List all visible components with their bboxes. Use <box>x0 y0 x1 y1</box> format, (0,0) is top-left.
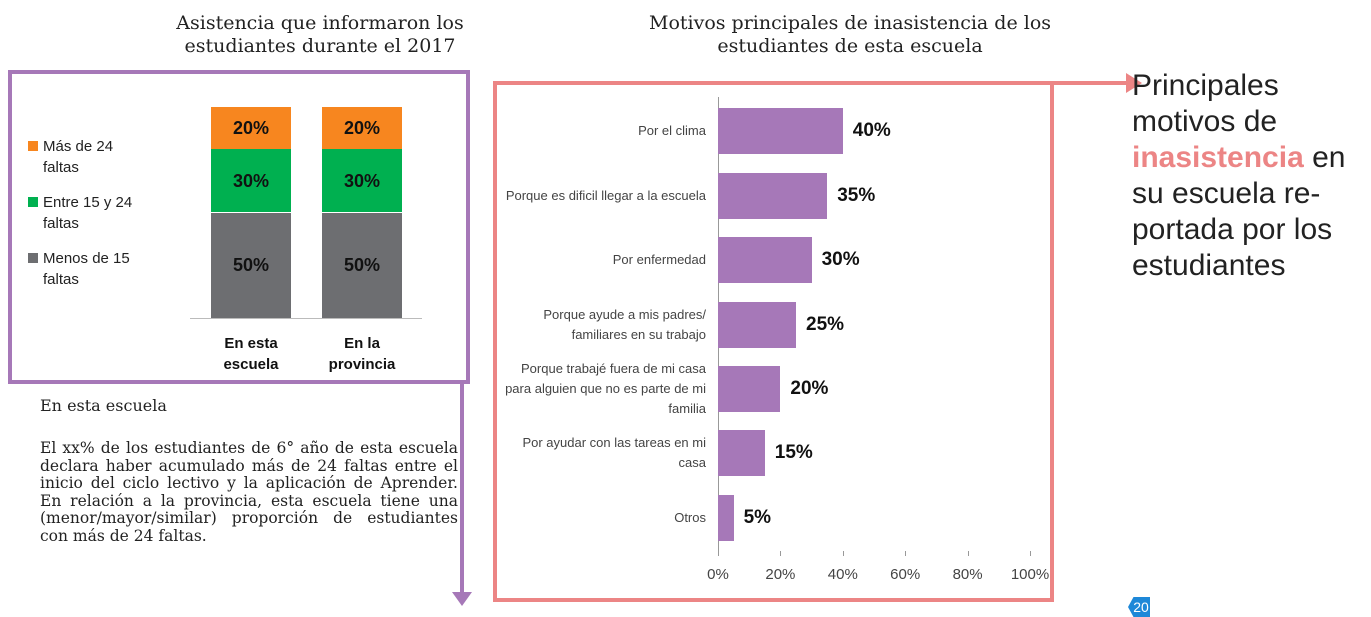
x-tick-label: En la provincia <box>328 335 396 373</box>
tick-mark <box>1030 551 1031 556</box>
bar-segment <box>322 212 402 318</box>
value-label: 20% <box>343 118 381 139</box>
tick-mark <box>967 551 969 556</box>
arrow-line <box>460 382 464 594</box>
value-label: 15% <box>774 442 813 464</box>
side-highlight: inasistencia <box>1132 141 1304 174</box>
value-label: 25% <box>806 313 845 335</box>
note-body: El xx% de los estudiantes de 6° año de e… <box>40 439 458 545</box>
bar-segment <box>322 149 402 213</box>
side-text: Principales motivos de <box>1132 69 1279 138</box>
y-tick-label: Por el clima <box>638 123 706 139</box>
tick-mark <box>905 551 907 556</box>
value-label: 20% <box>232 118 270 139</box>
bar <box>718 108 843 155</box>
side-text: en su escuela re-portada por los estudia… <box>1132 141 1346 282</box>
chart-title: Asistencia que informaron los estudiante… <box>176 12 464 57</box>
value-label: 50% <box>343 255 381 276</box>
x-tick-label: En esta escuela <box>223 335 279 373</box>
bar-segment <box>211 212 291 318</box>
axis-line <box>190 318 422 319</box>
bar <box>718 365 781 412</box>
page-number: 20 <box>1133 599 1149 615</box>
value-label: 30% <box>343 170 381 191</box>
y-tick-label: Porque ayude a mis padres/ familiares en… <box>543 306 706 342</box>
bar <box>718 172 828 219</box>
legend-swatch <box>28 197 38 207</box>
bar-segment <box>322 107 402 150</box>
value-label: 40% <box>852 120 891 142</box>
y-tick-label: Porque trabajé fuera de mi casa para alg… <box>505 360 706 416</box>
arrow-head <box>452 592 472 606</box>
legend-swatch <box>28 253 38 263</box>
legend-label: Entre 15 y 24 faltas <box>43 194 133 232</box>
tick-mark <box>842 551 844 556</box>
page-badge <box>1128 597 1150 617</box>
arrow-head <box>1126 73 1142 93</box>
tick-mark <box>780 551 782 556</box>
x-tick-label: 100% <box>1010 566 1050 583</box>
chart-frame <box>493 81 1054 602</box>
side-note: Principales motivos de inasistencia en s… <box>1132 68 1371 284</box>
x-tick-label: 0% <box>707 566 729 583</box>
note-heading: En esta escuela <box>40 396 167 415</box>
bar <box>718 237 812 284</box>
x-tick-label: 80% <box>952 566 983 583</box>
chart-frame <box>8 70 470 384</box>
value-label: 30% <box>232 170 270 191</box>
value-label: 5% <box>743 506 772 528</box>
bar <box>718 494 734 541</box>
y-tick-label: Otros <box>674 509 706 525</box>
chart-title: Motivos principales de inasistencia de l… <box>648 12 1052 57</box>
legend-swatch <box>28 141 38 151</box>
bar-segment <box>211 149 291 213</box>
value-label: 35% <box>837 184 876 206</box>
x-tick-label: 60% <box>890 566 921 583</box>
value-label: 50% <box>232 255 270 276</box>
arrow-line <box>1050 81 1128 85</box>
legend-label: Más de 24 faltas <box>43 138 114 176</box>
value-label: 30% <box>821 249 860 271</box>
legend-label: Menos de 15 faltas <box>43 250 130 288</box>
tick-mark <box>718 551 719 556</box>
y-tick-label: Por ayudar con las tareas en mi casa <box>522 435 706 471</box>
x-tick-label: 40% <box>827 566 858 583</box>
bar <box>718 430 765 477</box>
value-label: 20% <box>790 377 829 399</box>
bar <box>718 301 796 348</box>
bar-segment <box>211 107 291 150</box>
y-tick-label: Porque es dificil llegar a la escuela <box>505 187 706 203</box>
x-tick-label: 20% <box>765 566 796 583</box>
y-tick-label: Por enfermedad <box>612 252 706 268</box>
